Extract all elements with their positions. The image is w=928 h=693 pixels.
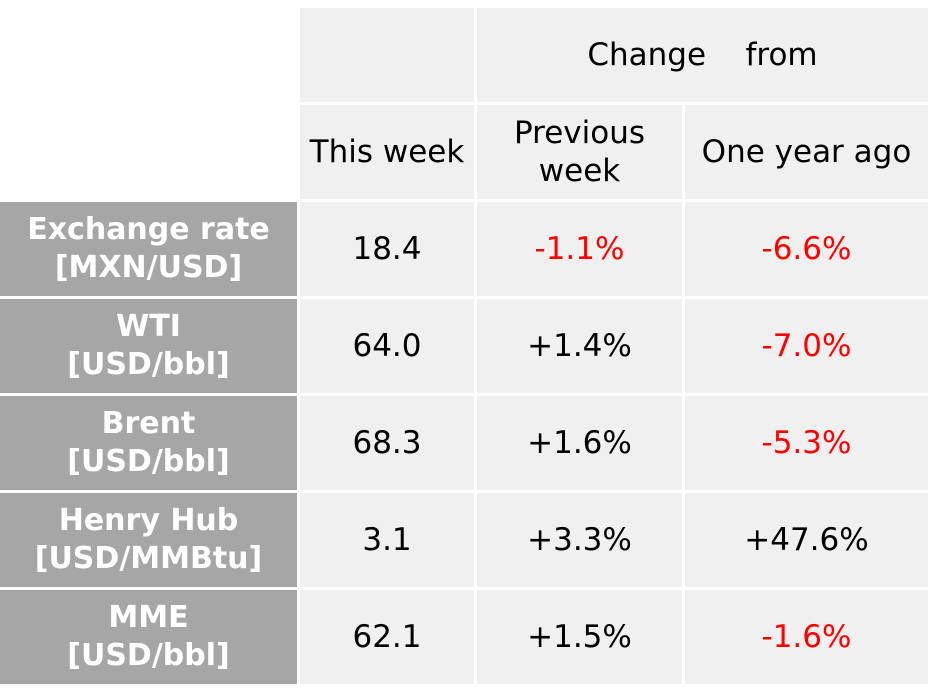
row-name-line1: Brent — [101, 406, 196, 441]
year-ago-change-value: -1.6% — [761, 619, 852, 655]
this-week-value: 18.4 — [352, 231, 422, 267]
row-name-line1: Henry Hub — [58, 503, 239, 538]
cell-year-ago-change: +47.6% — [685, 493, 928, 587]
this-week-value: 64.0 — [352, 328, 422, 364]
year-ago-change-value: -7.0% — [761, 328, 852, 364]
row-header-wti: WTI [USD/bbl] — [0, 299, 297, 393]
cell-this-week: 3.1 — [300, 493, 474, 587]
col-header-one-year-ago: One year ago — [685, 105, 928, 199]
row-name-line1: WTI — [116, 309, 181, 344]
cell-this-week: 18.4 — [300, 202, 474, 296]
cell-prev-week-change: +1.4% — [477, 299, 682, 393]
cell-year-ago-change: -6.6% — [685, 202, 928, 296]
prev-week-change-value: +1.5% — [527, 619, 632, 655]
prev-week-change-value: -1.1% — [534, 231, 625, 267]
change-from-header: Change from — [477, 8, 928, 102]
cell-prev-week-change: +3.3% — [477, 493, 682, 587]
previous-week-label-line1: Previous — [513, 115, 645, 151]
this-week-value: 68.3 — [352, 425, 422, 461]
row-header-brent: Brent [USD/bbl] — [0, 396, 297, 490]
this-week-label: This week — [309, 134, 465, 170]
col-header-this-week: This week — [300, 105, 474, 199]
cell-this-week: 64.0 — [300, 299, 474, 393]
cell-year-ago-change: -1.6% — [685, 590, 928, 684]
year-ago-change-value: -6.6% — [761, 231, 852, 267]
col-header-previous-week: Previous week — [477, 105, 682, 199]
cell-year-ago-change: -5.3% — [685, 396, 928, 490]
row-header-exchange-rate: Exchange rate [MXN/USD] — [0, 202, 297, 296]
row-unit-line2: [USD/bbl] — [67, 444, 230, 479]
cell-year-ago-change: -7.0% — [685, 299, 928, 393]
row-unit-line2: [USD/MMBtu] — [34, 541, 263, 576]
one-year-ago-label: One year ago — [701, 134, 912, 170]
cell-prev-week-change: +1.5% — [477, 590, 682, 684]
cell-prev-week-change: -1.1% — [477, 202, 682, 296]
cell-this-week: 62.1 — [300, 590, 474, 684]
this-week-value: 3.1 — [362, 522, 412, 558]
header-blank-cell — [300, 8, 474, 102]
this-week-value: 62.1 — [352, 619, 422, 655]
row-unit-line2: [MXN/USD] — [54, 250, 243, 285]
prev-week-change-value: +3.3% — [527, 522, 632, 558]
row-name-line1: Exchange rate — [27, 212, 270, 247]
change-from-label: Change from — [587, 37, 818, 73]
year-ago-change-value: +47.6% — [744, 522, 869, 558]
year-ago-change-value: -5.3% — [761, 425, 852, 461]
row-unit-line2: [USD/bbl] — [67, 347, 230, 382]
row-header-mme: MME [USD/bbl] — [0, 590, 297, 684]
row-name-line1: MME — [108, 600, 189, 635]
previous-week-label-line2: week — [538, 153, 621, 189]
cell-prev-week-change: +1.6% — [477, 396, 682, 490]
prev-week-change-value: +1.6% — [527, 425, 632, 461]
row-header-henry-hub: Henry Hub [USD/MMBtu] — [0, 493, 297, 587]
cell-this-week: 68.3 — [300, 396, 474, 490]
prev-week-change-value: +1.4% — [527, 328, 632, 364]
row-unit-line2: [USD/bbl] — [67, 638, 230, 673]
